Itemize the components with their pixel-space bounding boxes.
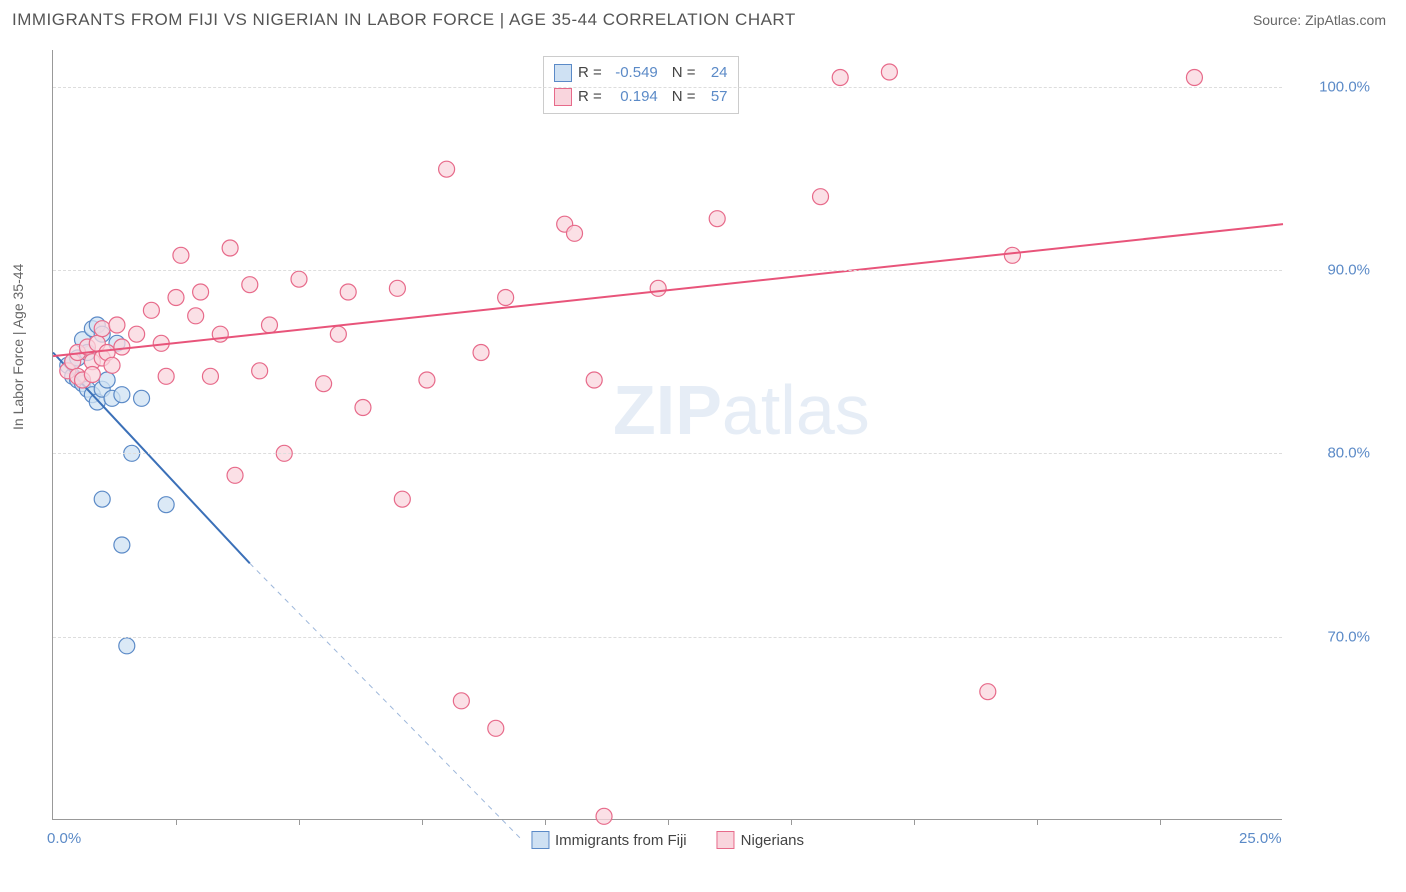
stats-legend-row-nigerian: R = 0.194 N = 57 (554, 85, 728, 109)
chart-svg (53, 50, 1282, 819)
x-tick-label: 0.0% (47, 830, 81, 847)
stats-legend: R = -0.549 N = 24 R = 0.194 N = 57 (543, 56, 739, 114)
source-label: Source: ZipAtlas.com (1253, 12, 1386, 28)
y-tick-label: 80.0% (1327, 445, 1370, 462)
bottom-legend-nigerian: Nigerians (717, 831, 804, 849)
r-label: R = (578, 61, 602, 85)
bottom-legend-fiji: Immigrants from Fiji (531, 831, 687, 849)
legend-swatch-nigerian (554, 88, 572, 106)
legend-swatch-fiji (554, 64, 572, 82)
chart-plot-area: ZIPatlas R = -0.549 N = 24 R = 0.194 N =… (52, 50, 1282, 820)
stats-legend-row-fiji: R = -0.549 N = 24 (554, 61, 728, 85)
r-value-nigerian: 0.194 (608, 85, 658, 109)
n-label: N = (672, 85, 696, 109)
n-value-fiji: 24 (702, 61, 728, 85)
y-axis-label: In Labor Force | Age 35-44 (10, 264, 26, 430)
r-value-fiji: -0.549 (608, 61, 658, 85)
n-label: N = (672, 61, 696, 85)
y-tick-label: 70.0% (1327, 628, 1370, 645)
legend-swatch-nigerian (717, 831, 735, 849)
legend-label-fiji: Immigrants from Fiji (555, 832, 687, 849)
y-tick-label: 90.0% (1327, 262, 1370, 279)
legend-swatch-fiji (531, 831, 549, 849)
legend-label-nigerian: Nigerians (741, 832, 804, 849)
x-tick-label: 25.0% (1239, 830, 1282, 847)
r-label: R = (578, 85, 602, 109)
n-value-nigerian: 57 (702, 85, 728, 109)
bottom-legend: Immigrants from Fiji Nigerians (531, 831, 804, 849)
y-tick-label: 100.0% (1319, 78, 1370, 95)
chart-title: IMMIGRANTS FROM FIJI VS NIGERIAN IN LABO… (12, 10, 796, 30)
